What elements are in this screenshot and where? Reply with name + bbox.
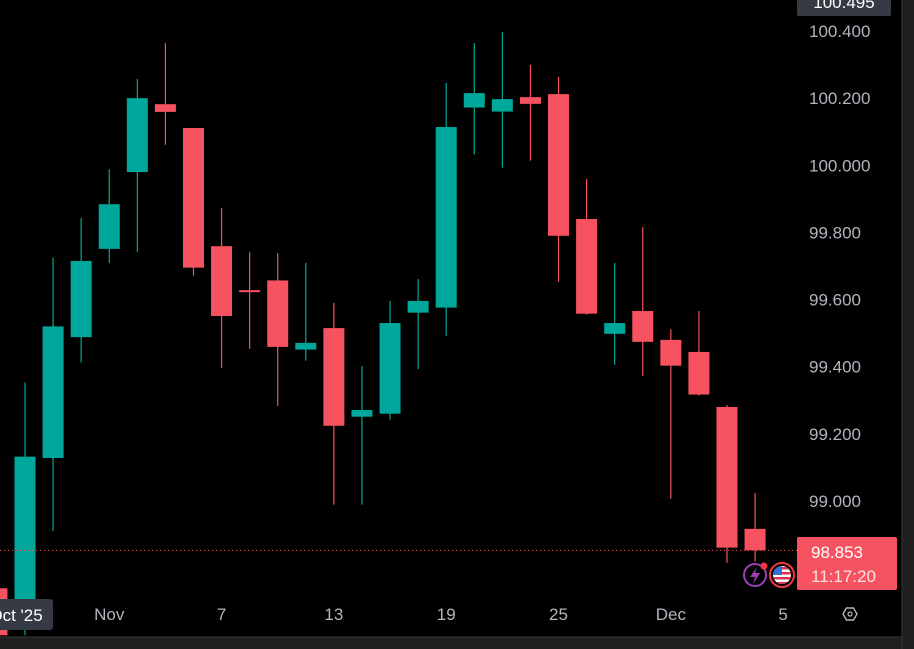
candle-body: [491, 99, 513, 112]
crosshair-price-label: 100.495: [797, 0, 891, 16]
price-tick-label: 99.000: [809, 492, 861, 511]
lightning-icon[interactable]: [743, 562, 768, 587]
time-axis[interactable]: Oct '25 Nov 7 13 19 25 Dec 5: [0, 599, 788, 630]
candle-body: [182, 128, 204, 268]
candle-10: [267, 253, 289, 406]
crosshair-date-label: Oct '25: [0, 606, 43, 625]
price-tick-label: 100.200: [809, 89, 870, 108]
bottom-strip: [0, 637, 914, 649]
candle-body: [154, 104, 176, 112]
candle-body: [744, 528, 766, 551]
candle-1: [14, 382, 36, 636]
candle-6: [154, 43, 176, 145]
price-tick-label: 100.000: [809, 156, 870, 175]
us-flag-icon[interactable]: [769, 562, 795, 588]
candle-body: [548, 94, 570, 236]
candle-23: [632, 227, 654, 376]
candle-19: [519, 64, 541, 161]
candle-17: [463, 43, 485, 155]
candle-24: [660, 329, 682, 499]
price-tick-label: 99.200: [809, 425, 861, 444]
candle-body: [14, 456, 36, 622]
candle-body: [379, 323, 401, 414]
candle-body: [576, 218, 598, 314]
candle-3: [70, 217, 92, 363]
candle-22: [604, 262, 626, 365]
price-tick-label: 99.600: [809, 291, 861, 310]
right-strip: [902, 0, 914, 649]
candle-body: [239, 290, 261, 293]
candle-body: [407, 300, 429, 313]
candle-8: [211, 208, 233, 369]
candle-11: [295, 262, 317, 361]
candle-body: [688, 351, 710, 395]
time-tick-label: 7: [217, 605, 226, 624]
candle-body: [267, 280, 289, 347]
price-tick-label: 99.800: [809, 223, 861, 242]
candle-4: [98, 169, 120, 263]
candle-16: [435, 83, 457, 336]
candle-body: [295, 342, 317, 350]
time-tick-label: Dec: [656, 605, 687, 624]
candle-12: [323, 302, 345, 505]
candle-body: [604, 323, 626, 334]
last-price-label: 98.853 11:17:20: [797, 537, 897, 590]
price-tick-label: 100.400: [809, 22, 870, 41]
time-tick-label: 5: [778, 605, 787, 624]
candle-27: [744, 492, 766, 562]
candle-body: [323, 328, 345, 426]
candle-9: [239, 252, 261, 349]
candle-18: [491, 32, 513, 168]
svg-text:100.495: 100.495: [813, 0, 874, 12]
candle-25: [688, 310, 710, 396]
candle-body: [716, 406, 738, 548]
price-tick-label: 99.400: [809, 358, 861, 377]
candle-2: [42, 257, 64, 532]
crosshair-date-box: [0, 599, 53, 630]
candle-body: [660, 339, 682, 366]
price-axis[interactable]: 100.400 100.200 100.000 99.800 99.600 99.400 9…: [809, 22, 870, 511]
time-tick-label: 25: [549, 605, 568, 624]
candle-body: [463, 93, 485, 108]
last-price-value: 98.853: [811, 543, 863, 562]
candle-20: [548, 76, 570, 282]
candle-body: [211, 246, 233, 317]
candle-5: [126, 79, 148, 252]
bar-countdown: 11:17:20: [811, 567, 876, 586]
candle-21: [576, 179, 598, 315]
candles-layer: [0, 32, 766, 636]
candle-body: [351, 410, 373, 417]
candle-14: [379, 300, 401, 420]
candle-7: [182, 128, 204, 276]
candle-body: [42, 326, 64, 459]
candle-15: [407, 279, 429, 370]
candle-body: [632, 310, 654, 342]
time-tick-label: 19: [437, 605, 456, 624]
candle-body: [519, 97, 541, 104]
candle-body: [98, 204, 120, 249]
candle-body: [70, 260, 92, 338]
candle-body: [126, 98, 148, 172]
time-tick-label: 13: [324, 605, 343, 624]
candle-body: [435, 127, 457, 308]
candle-13: [351, 366, 373, 505]
time-tick-label: Nov: [94, 605, 125, 624]
settings-hexagon-icon[interactable]: [842, 607, 858, 621]
candle-26: [716, 404, 738, 563]
